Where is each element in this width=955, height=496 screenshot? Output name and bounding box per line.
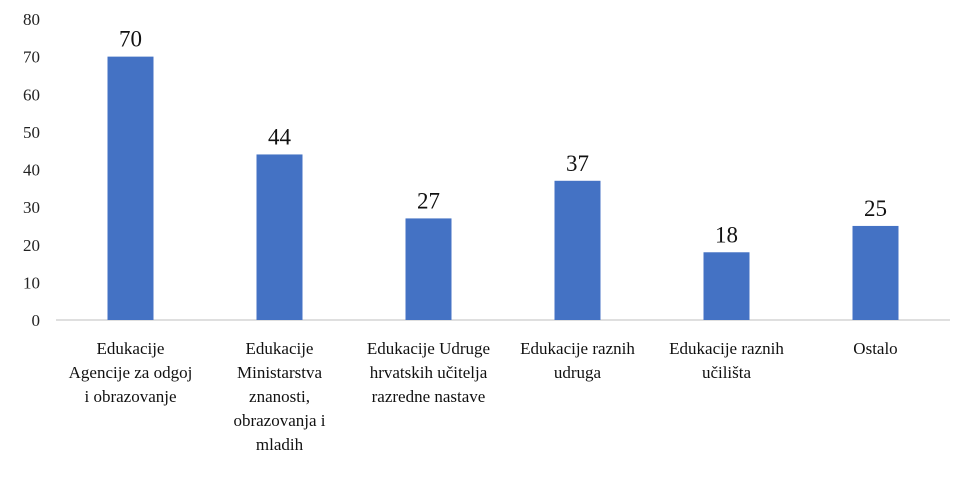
data-label: 44 bbox=[268, 124, 292, 149]
y-tick-label: 20 bbox=[23, 236, 40, 255]
bar bbox=[405, 218, 452, 320]
y-tick-label: 10 bbox=[23, 273, 40, 292]
y-tick-label: 0 bbox=[32, 311, 41, 330]
bar bbox=[852, 225, 899, 320]
data-label: 27 bbox=[417, 188, 440, 213]
y-tick-label: 70 bbox=[23, 48, 40, 67]
x-tick-label: Ostalo bbox=[853, 339, 898, 358]
y-tick-label: 60 bbox=[23, 85, 40, 104]
y-tick-label: 80 bbox=[23, 10, 40, 29]
bar bbox=[554, 180, 601, 320]
data-label: 70 bbox=[119, 27, 142, 52]
x-tick-label: Edukacije Udruge hrvatskih učitelja razr… bbox=[366, 339, 491, 406]
bar bbox=[256, 154, 303, 320]
x-tick-label: Edukacije Agencije za odgoj i obrazovanj… bbox=[68, 339, 193, 406]
x-tick-label: Edukacije raznih učilišta bbox=[669, 339, 784, 382]
x-tick-label: Edukacije Ministarstva znanosti, obrazov… bbox=[233, 339, 326, 454]
y-tick-label: 50 bbox=[23, 123, 40, 142]
y-tick-label: 40 bbox=[23, 161, 40, 180]
x-tick-label: Edukacije raznih udruga bbox=[520, 339, 635, 382]
data-label: 25 bbox=[864, 196, 887, 221]
data-label: 18 bbox=[715, 222, 738, 247]
bar bbox=[107, 56, 154, 320]
data-label: 37 bbox=[566, 151, 589, 176]
y-tick-label: 30 bbox=[23, 198, 40, 217]
bar bbox=[703, 252, 750, 320]
